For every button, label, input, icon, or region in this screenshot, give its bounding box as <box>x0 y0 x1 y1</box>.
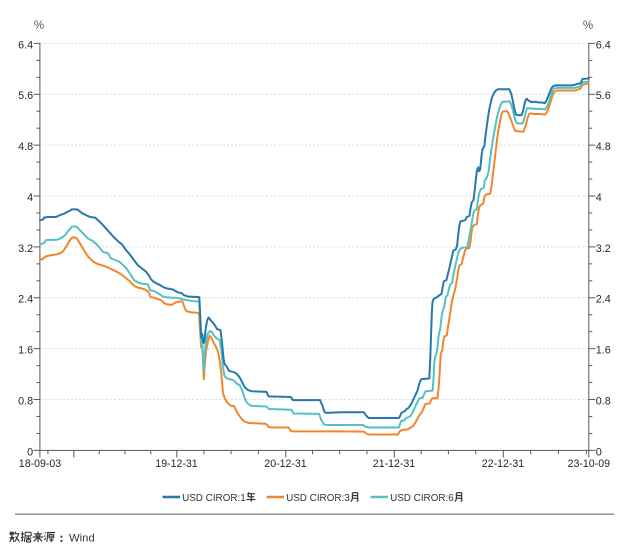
svg-text:5.6: 5.6 <box>596 90 611 102</box>
svg-text:0: 0 <box>27 446 33 458</box>
svg-text:3.2: 3.2 <box>596 243 611 255</box>
svg-text:%: % <box>583 20 593 32</box>
svg-text:18-09-03: 18-09-03 <box>19 458 62 470</box>
svg-text:1.6: 1.6 <box>18 345 33 357</box>
svg-text:20-12-31: 20-12-31 <box>264 458 307 470</box>
svg-text:4: 4 <box>27 192 33 204</box>
svg-text:USD CIROR:6: USD CIROR:6 <box>390 493 454 504</box>
svg-text:4: 4 <box>596 192 602 204</box>
svg-text:4.8: 4.8 <box>596 141 611 153</box>
svg-text:Wind: Wind <box>69 533 95 545</box>
svg-text:2.4: 2.4 <box>18 294 33 306</box>
svg-text:23-10-09: 23-10-09 <box>568 458 611 470</box>
svg-text:3.2: 3.2 <box>18 243 33 255</box>
svg-text:22-12-31: 22-12-31 <box>482 458 525 470</box>
svg-text:6.4: 6.4 <box>596 39 611 51</box>
svg-text:0.8: 0.8 <box>596 395 611 407</box>
svg-text:USD CIROR:3: USD CIROR:3 <box>286 493 350 504</box>
svg-text:0: 0 <box>596 446 602 458</box>
svg-text:2.4: 2.4 <box>596 294 611 306</box>
svg-text:USD CIROR:1: USD CIROR:1 <box>182 493 246 504</box>
svg-text:19-12-31: 19-12-31 <box>155 458 198 470</box>
svg-text:%: % <box>34 20 44 32</box>
svg-text:5.6: 5.6 <box>18 90 33 102</box>
svg-text:4.8: 4.8 <box>18 141 33 153</box>
svg-text:6.4: 6.4 <box>18 39 33 51</box>
svg-text:0.8: 0.8 <box>18 395 33 407</box>
svg-text:1.6: 1.6 <box>596 345 611 357</box>
svg-text:21-12-31: 21-12-31 <box>373 458 416 470</box>
